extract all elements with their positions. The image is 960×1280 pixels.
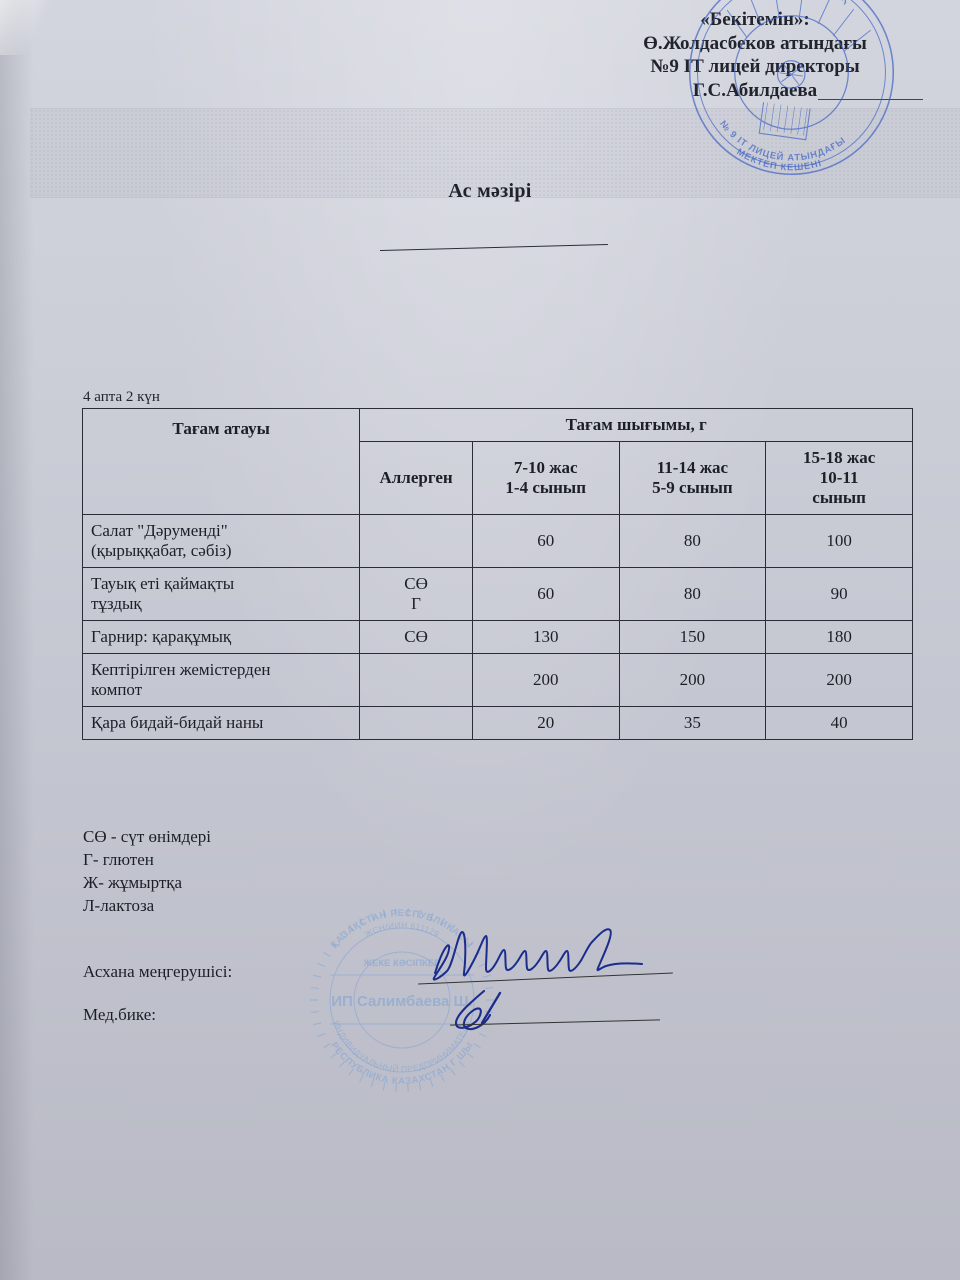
svg-text:КОММУНАЛДЫҚ: КОММУНАЛДЫҚ (753, 0, 853, 7)
